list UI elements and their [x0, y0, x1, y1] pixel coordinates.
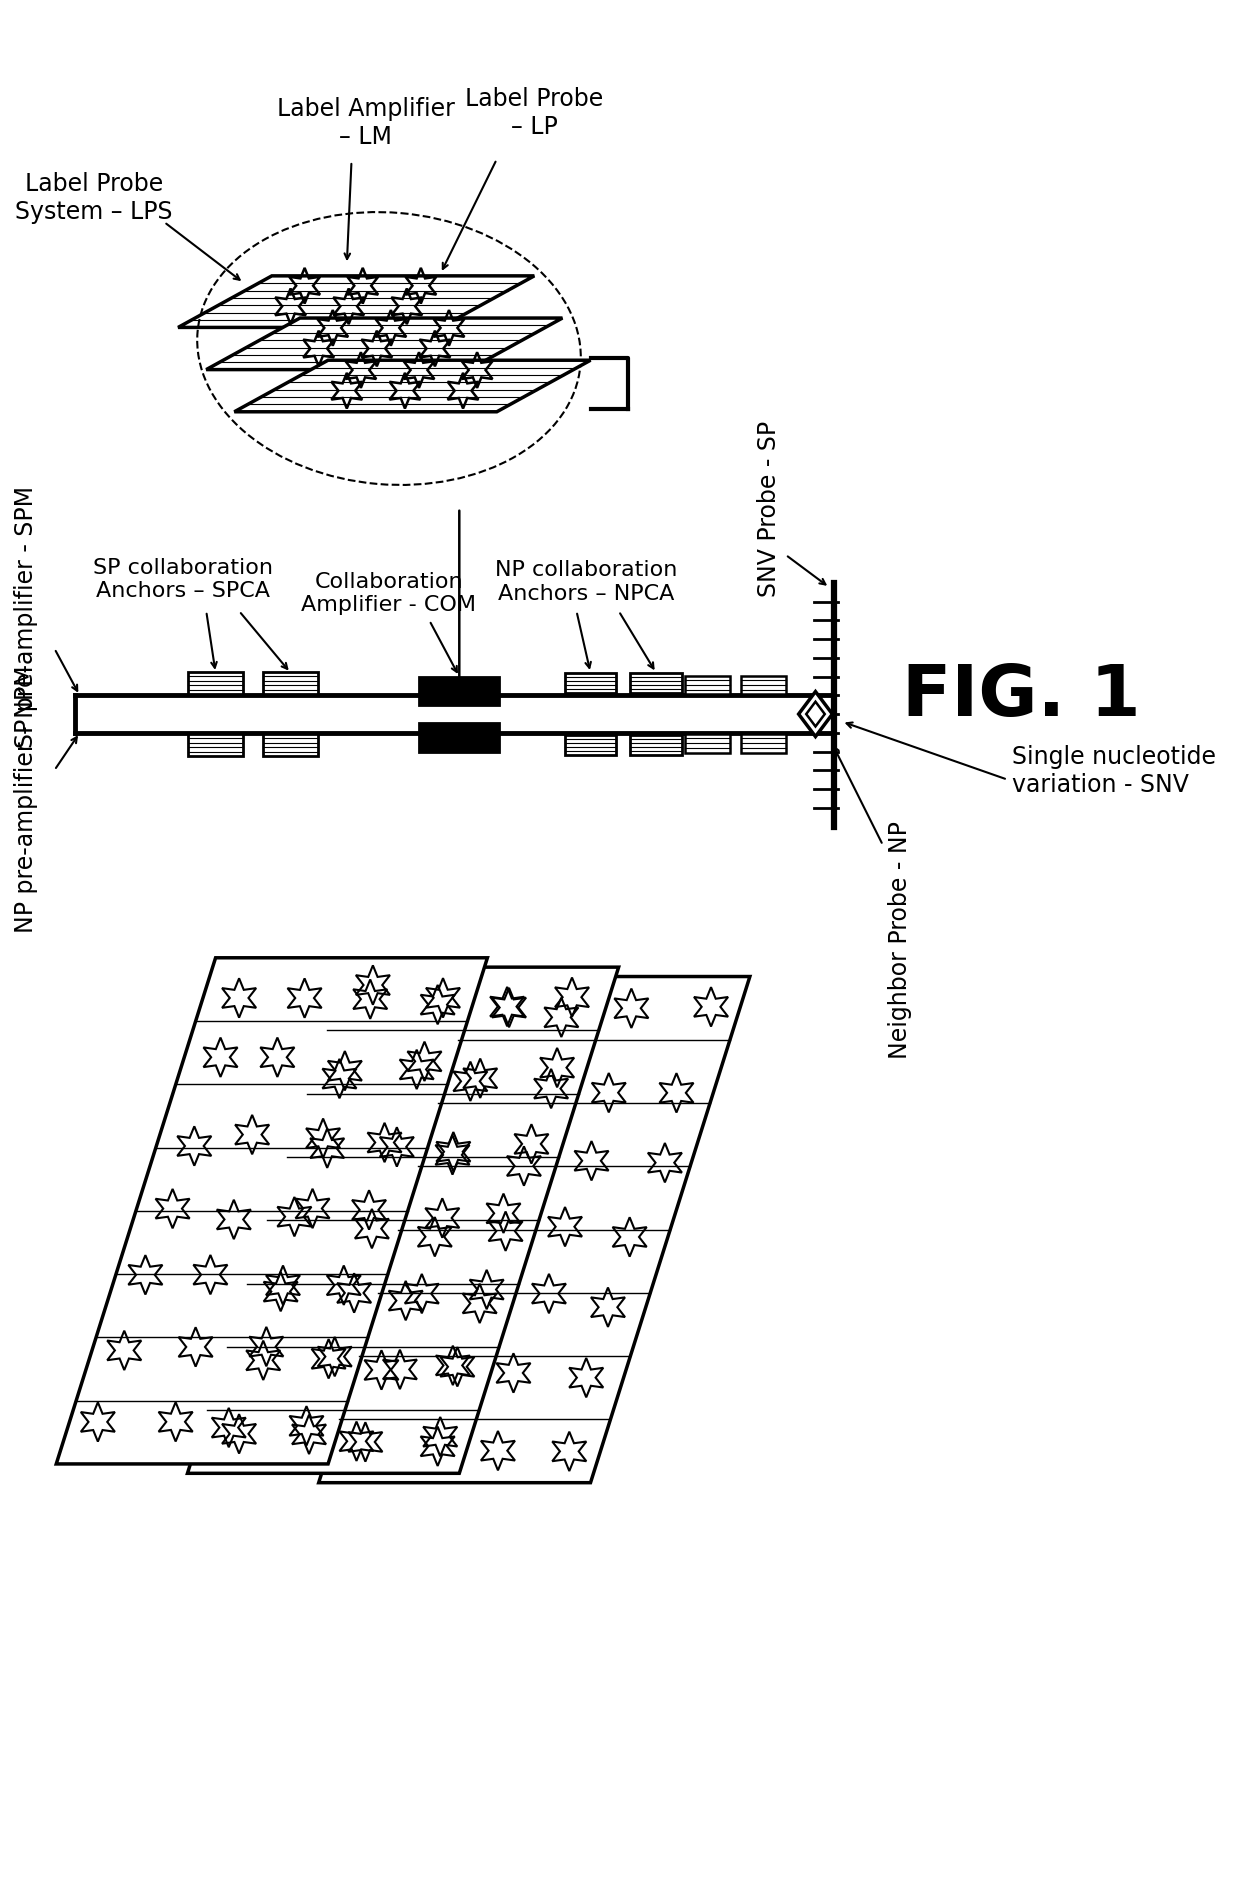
Text: SNV Probe - SP: SNV Probe - SP [756, 421, 781, 596]
Polygon shape [206, 320, 563, 370]
Text: Single nucleotide
variation - SNV: Single nucleotide variation - SNV [1012, 744, 1216, 797]
Text: SP pre-amplifier - SPM: SP pre-amplifier - SPM [14, 485, 38, 746]
Bar [742, 677, 786, 696]
Bar [686, 735, 730, 754]
Bar [630, 673, 682, 694]
Bar [263, 735, 317, 758]
Text: NP pre-amplifier - NPM: NP pre-amplifier - NPM [14, 666, 38, 932]
Bar [188, 673, 243, 696]
Text: FIG. 1: FIG. 1 [903, 662, 1141, 731]
Polygon shape [806, 703, 825, 728]
Text: Label Probe
– LP: Label Probe – LP [465, 86, 604, 139]
Bar [188, 735, 243, 758]
Polygon shape [799, 692, 832, 737]
Polygon shape [179, 276, 534, 329]
Bar [419, 724, 500, 752]
Text: Neighbor Probe - NP: Neighbor Probe - NP [888, 822, 911, 1058]
Bar [564, 673, 616, 694]
Polygon shape [187, 968, 619, 1474]
Text: SP collaboration
Anchors – SPCA: SP collaboration Anchors – SPCA [93, 556, 273, 600]
Polygon shape [319, 978, 750, 1483]
Bar [419, 677, 500, 705]
Bar [630, 735, 682, 756]
Bar [564, 735, 616, 756]
Bar [742, 735, 786, 754]
Bar [686, 677, 730, 696]
Text: Label Amplifier
– LM: Label Amplifier – LM [277, 96, 455, 149]
Text: Label Probe
System – LPS: Label Probe System – LPS [15, 171, 172, 224]
Text: NP collaboration
Anchors – NPCA: NP collaboration Anchors – NPCA [495, 560, 677, 603]
Text: Collaboration
Amplifier - COM: Collaboration Amplifier - COM [301, 572, 476, 615]
Polygon shape [56, 959, 487, 1465]
Polygon shape [234, 361, 590, 412]
Bar [263, 673, 317, 696]
